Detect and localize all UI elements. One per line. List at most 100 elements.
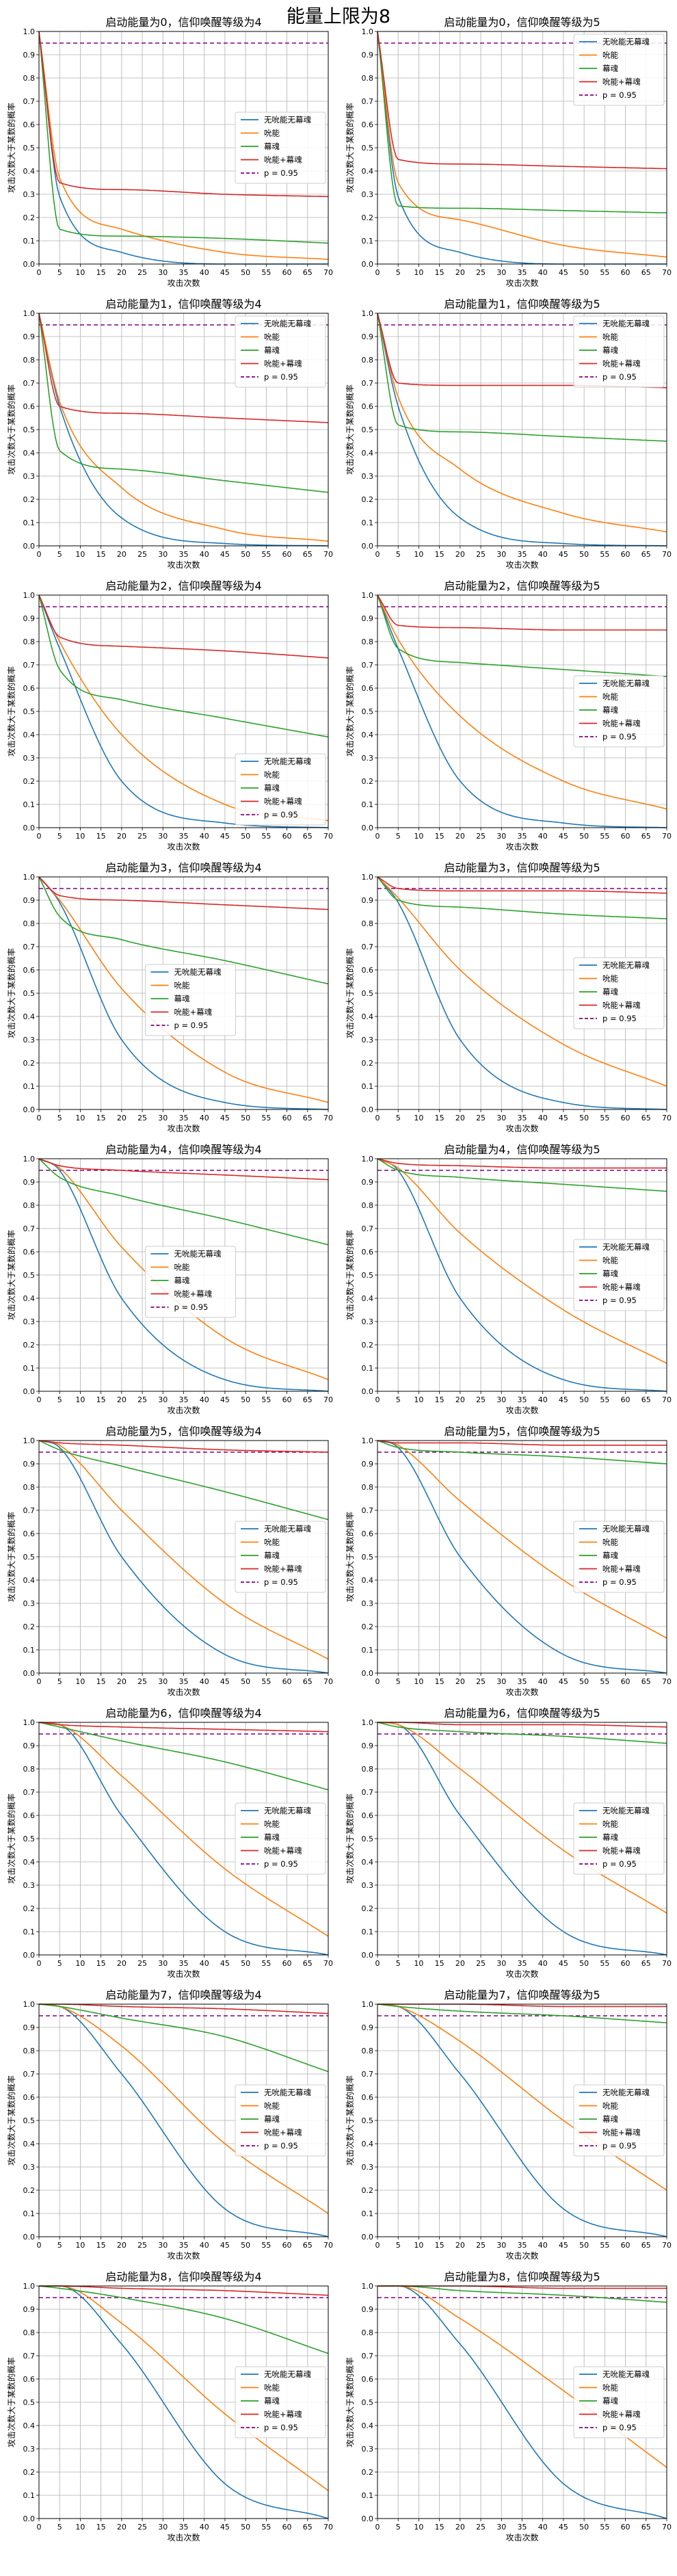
y-tick-label: 0.2: [362, 1059, 374, 1068]
y-tick-label: 0.2: [23, 1904, 36, 1913]
y-tick-label: 0.7: [23, 2352, 36, 2361]
y-axis-label: 攻击次数大于某数的概率: [345, 948, 355, 1038]
subplot-15: 启动能量为7，信仰唤醒等级为4 0 5 10 15 20 25 30 35 40 45 50 55 60 6…: [6, 1988, 333, 2261]
series-line-reflect: [38, 313, 329, 493]
x-tick-label: 0: [37, 268, 42, 277]
x-tick-label: 50: [241, 832, 250, 841]
legend-label: 无吮能无幕魂: [602, 37, 650, 47]
y-tick-label: 0.3: [362, 2163, 374, 2172]
x-tick-label: 35: [518, 2241, 527, 2250]
y-tick-label: 1.0: [362, 27, 374, 36]
x-tick-label: 25: [137, 1114, 147, 1122]
subplot-title: 启动能量为1，信仰唤醒等级为4: [105, 298, 261, 311]
x-tick-label: 55: [600, 1677, 609, 1686]
y-tick-label: 0.3: [23, 190, 36, 199]
subplot-9: 启动能量为4，信仰唤醒等级为4 0 5 10 15 20 25 30 35 40 45 50 55 60 6…: [6, 1143, 333, 1415]
series-line-reflect: [377, 876, 667, 919]
series-line-absorb: [38, 313, 329, 542]
y-tick-label: 0.0: [23, 542, 36, 551]
y-tick-label: 0.6: [23, 2093, 36, 2102]
x-tick-label: 55: [600, 2523, 609, 2532]
legend-label: 幕魂: [602, 345, 618, 355]
x-tick-label: 70: [323, 832, 333, 841]
y-tick-label: 0.2: [23, 1341, 36, 1350]
x-tick-label: 70: [323, 1959, 333, 1968]
x-tick-label: 70: [662, 1959, 672, 1968]
series-line-both: [377, 31, 667, 170]
x-tick-label: 45: [220, 1677, 230, 1686]
legend-box: [573, 1521, 665, 1593]
x-tick-label: 60: [621, 1114, 630, 1122]
x-tick-label: 50: [579, 2241, 589, 2250]
y-tick-label: 0.7: [362, 1788, 374, 1797]
x-tick-label: 15: [96, 832, 106, 841]
y-tick-label: 0.4: [362, 1576, 374, 1585]
series-line-reflect: [377, 313, 667, 442]
y-tick-label: 0.7: [362, 661, 374, 670]
plot-frame: [38, 1722, 329, 1956]
y-tick-label: 0.4: [23, 167, 36, 176]
y-tick-label: 1.0: [23, 309, 36, 318]
y-tick-label: 0.4: [362, 1858, 374, 1867]
y-tick-label: 0.8: [23, 1483, 36, 1492]
y-tick-label: 0.5: [23, 2398, 36, 2407]
y-tick-label: 0.7: [23, 2070, 36, 2079]
y-tick-label: 0.7: [362, 2070, 374, 2079]
y-tick-label: 0.2: [362, 2186, 374, 2195]
x-tick-label: 55: [600, 550, 609, 559]
y-tick-label: 0.2: [362, 1341, 374, 1350]
series-line-absorb: [377, 1158, 667, 1364]
series-line-none: [38, 876, 329, 1110]
legend-label: p = 0.95: [602, 1859, 637, 1869]
legend-label: 无吮能无幕魂: [602, 1524, 650, 1534]
x-tick-label: 20: [117, 2523, 127, 2532]
x-tick-label: 65: [641, 2241, 651, 2250]
series-line-both: [377, 594, 667, 631]
x-tick-label: 30: [158, 2241, 168, 2250]
x-tick-label: 10: [414, 550, 423, 559]
x-tick-label: 65: [303, 2241, 313, 2250]
x-tick-label: 45: [559, 2523, 568, 2532]
x-tick-label: 15: [435, 2241, 444, 2250]
x-tick-label: 5: [57, 1959, 62, 1968]
y-tick-label: 0.5: [23, 707, 36, 716]
x-tick-label: 30: [496, 2241, 506, 2250]
y-tick-label: 0.8: [362, 919, 374, 928]
legend-label: 幕魂: [602, 1832, 618, 1842]
x-tick-label: 40: [200, 832, 209, 841]
y-tick-label: 0.3: [362, 2445, 374, 2454]
legend-label: 无吮能无幕魂: [602, 960, 650, 970]
x-tick-label: 45: [220, 2523, 230, 2532]
y-tick-label: 0.8: [362, 638, 374, 646]
x-tick-label: 50: [579, 550, 589, 559]
y-tick-label: 0.4: [23, 731, 36, 739]
x-tick-label: 65: [641, 832, 651, 841]
y-tick-label: 0.8: [362, 1483, 374, 1492]
x-tick-label: 50: [579, 268, 589, 277]
x-tick-label: 55: [261, 2241, 271, 2250]
x-tick-label: 20: [117, 2241, 127, 2250]
y-tick-label: 0.8: [23, 1765, 36, 1774]
x-tick-label: 25: [476, 1677, 486, 1686]
y-axis-label: 攻击次数大于某数的概率: [345, 666, 355, 757]
x-tick-label: 10: [414, 2241, 423, 2250]
x-tick-label: 20: [455, 1114, 465, 1122]
x-tick-label: 30: [496, 832, 506, 841]
x-tick-label: 0: [375, 268, 380, 277]
x-tick-label: 25: [476, 1114, 486, 1122]
x-tick-label: 25: [476, 832, 486, 841]
x-tick-label: 5: [396, 268, 401, 277]
y-tick-label: 0.7: [23, 1788, 36, 1797]
y-tick-label: 0.9: [23, 614, 36, 623]
x-tick-label: 15: [435, 1114, 444, 1122]
x-tick-label: 45: [559, 1677, 568, 1686]
plot-frame: [377, 31, 667, 265]
y-tick-label: 0.3: [362, 1881, 374, 1890]
y-axis-label: 攻击次数大于某数的概率: [6, 1793, 16, 1884]
subplot-title: 启动能量为3，信仰唤醒等级为4: [105, 861, 261, 874]
y-tick-label: 0.2: [362, 495, 374, 504]
figure-title: 能量上限为8: [286, 6, 391, 27]
subplot-title: 启动能量为8，信仰唤醒等级为5: [444, 2270, 600, 2283]
legend-label: 吮能+幕魂: [602, 77, 641, 87]
